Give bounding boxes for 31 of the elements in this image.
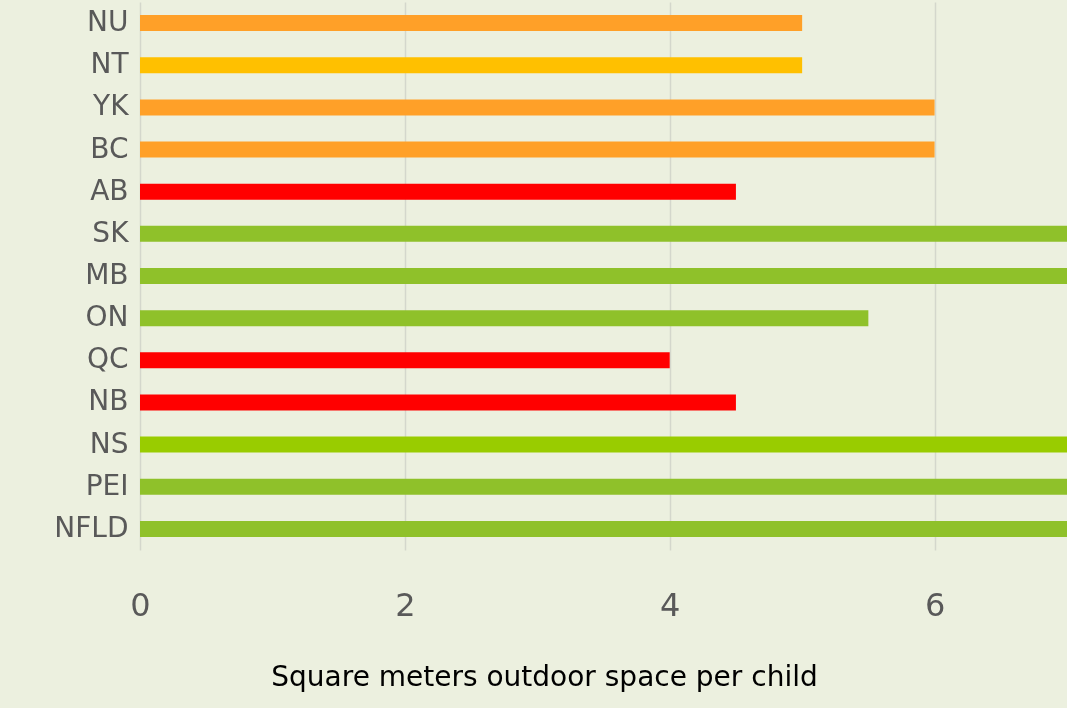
bar bbox=[140, 267, 1067, 285]
bar bbox=[140, 183, 736, 200]
bar bbox=[140, 436, 1067, 453]
bar bbox=[140, 57, 803, 74]
y-tick-label: NU bbox=[87, 5, 129, 39]
y-tick-label: NFLD bbox=[54, 510, 129, 544]
y-tick-label: PEI bbox=[85, 468, 129, 502]
y-tick-label: NB bbox=[88, 384, 129, 418]
x-tick-label: 0 bbox=[130, 585, 151, 624]
x-tick-label: 2 bbox=[395, 585, 416, 624]
y-tick-label: QC bbox=[86, 342, 129, 376]
y-tick-label: NS bbox=[89, 426, 129, 460]
bar bbox=[140, 520, 1067, 537]
x-axis-title: Square meters outdoor space per child bbox=[271, 659, 818, 693]
bar bbox=[140, 15, 803, 32]
y-tick-label: BC bbox=[90, 131, 129, 165]
bar bbox=[140, 352, 670, 369]
y-tick-label: AB bbox=[90, 173, 129, 207]
bar bbox=[140, 478, 1067, 495]
y-tick-label: MB bbox=[85, 258, 129, 291]
y-tick-label: YK bbox=[92, 89, 130, 123]
bar bbox=[140, 225, 1067, 242]
bar bbox=[140, 99, 935, 116]
bar bbox=[140, 141, 935, 158]
x-tick-label: 4 bbox=[660, 585, 681, 624]
y-tick-label: NT bbox=[90, 47, 130, 81]
y-tick-label: SK bbox=[92, 215, 130, 249]
bar bbox=[140, 394, 736, 411]
x-tick-label: 6 bbox=[924, 585, 946, 624]
y-tick-label: ON bbox=[85, 300, 129, 334]
bar bbox=[140, 310, 869, 327]
